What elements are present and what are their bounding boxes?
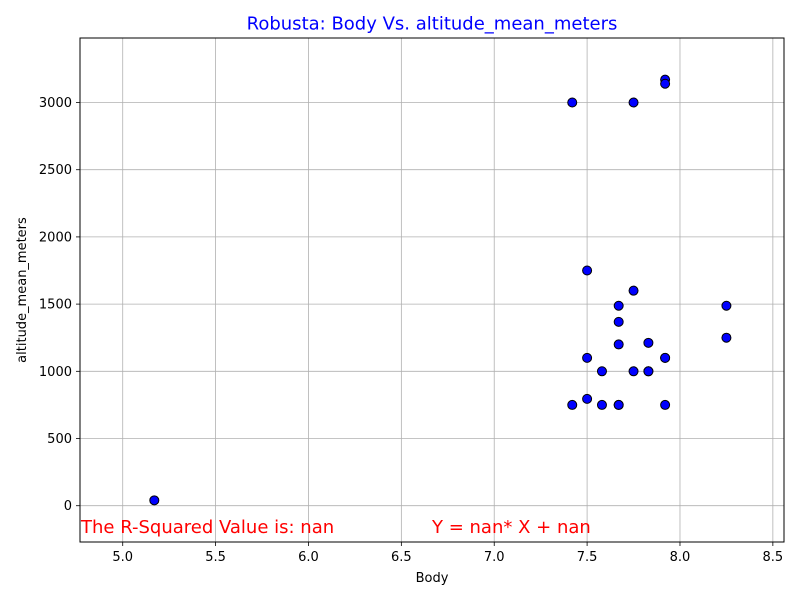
x-tick-label: 7.0	[484, 550, 505, 565]
data-point	[567, 399, 578, 410]
x-tick-label: 6.5	[391, 550, 412, 565]
data-point	[613, 316, 624, 327]
data-points	[149, 74, 732, 506]
y-tick-label: 2000	[39, 230, 72, 245]
data-point	[613, 339, 624, 350]
y-tick-label: 0	[64, 499, 72, 514]
data-point	[643, 366, 654, 377]
data-point	[149, 495, 160, 506]
data-point	[628, 285, 639, 296]
data-point	[721, 300, 732, 311]
data-point	[582, 265, 593, 276]
x-tick-label: 6.0	[298, 550, 319, 565]
data-point	[660, 352, 671, 363]
data-point	[582, 393, 593, 404]
y-tick-label: 500	[47, 432, 72, 447]
data-point	[596, 366, 607, 377]
x-tick-label: 8.5	[763, 550, 784, 565]
data-point	[613, 399, 624, 410]
chart-title: Robusta: Body Vs. altitude_mean_meters	[247, 14, 618, 35]
axis-ticks: 5.0 5.5 6.0 6.5 7.0 7.5 8.0 8.5 0 500 1000 1500 2000…	[39, 96, 783, 565]
x-tick-label: 7.5	[577, 550, 598, 565]
data-point	[721, 332, 732, 343]
data-point	[582, 352, 593, 363]
y-tick-label: 3000	[39, 96, 72, 111]
y-tick-label: 1500	[39, 298, 72, 313]
data-point	[613, 300, 624, 311]
grid-lines	[80, 38, 784, 542]
y-axis-label: altitude_mean_meters	[15, 217, 30, 363]
data-point	[628, 366, 639, 377]
data-point	[567, 97, 578, 108]
data-point	[643, 337, 654, 348]
x-tick-label: 5.5	[205, 550, 226, 565]
data-point	[596, 399, 607, 410]
x-tick-label: 5.0	[112, 550, 133, 565]
r-squared-annotation: The R-Squared Value is: nan	[80, 517, 334, 538]
data-point	[628, 97, 639, 108]
y-tick-label: 2500	[39, 163, 72, 178]
data-point	[660, 399, 671, 410]
regression-equation-annotation: Y = nan* X + nan	[431, 517, 591, 538]
data-point	[660, 78, 671, 89]
x-axis-label: Body	[416, 571, 449, 586]
y-tick-label: 1000	[39, 365, 72, 380]
plot-area-frame	[79, 37, 785, 543]
x-tick-label: 8.0	[670, 550, 691, 565]
